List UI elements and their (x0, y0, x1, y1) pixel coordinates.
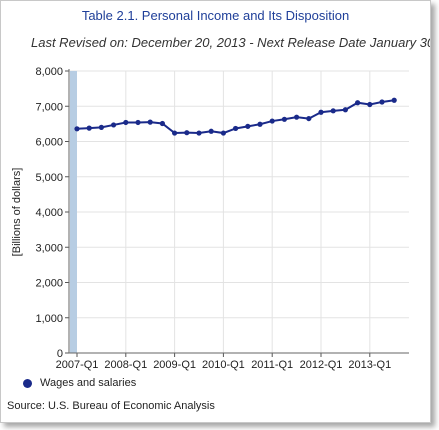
y-tick-label: 0 (57, 348, 63, 360)
data-point (379, 99, 385, 105)
y-tick-label: 3,000 (35, 242, 63, 254)
data-point (257, 121, 263, 127)
series-layer (74, 97, 397, 136)
y-tick-label: 4,000 (35, 207, 63, 219)
data-point (367, 101, 373, 108)
grid-layer (69, 70, 409, 353)
y-tick-label: 6,000 (35, 137, 63, 149)
x-tick-label: 2010-Q1 (202, 359, 245, 371)
data-point (135, 119, 141, 126)
data-point (172, 130, 178, 136)
label-layer: 0 1,000 2,000 3,000 4,000 5,000 6,000 7,000 8,00… (11, 66, 391, 371)
chart-frame: Table 2.1. Personal Income and Its Dispo… (0, 0, 431, 423)
chart-subtitle: Last Revised on: December 20, 2013 - Nex… (31, 35, 431, 50)
data-point (123, 119, 129, 126)
data-point (98, 124, 104, 130)
data-point (342, 107, 348, 113)
data-point (294, 114, 300, 120)
data-point (220, 130, 226, 136)
data-point (281, 116, 287, 122)
y-tick-label: 2,000 (35, 278, 63, 290)
data-point (184, 130, 190, 136)
data-point (147, 119, 153, 125)
line-chart: 0 1,000 2,000 3,000 4,000 5,000 6,000 7,000 8,00… (11, 66, 409, 371)
x-tick-label: 2007-Q1 (56, 359, 99, 371)
data-point (208, 128, 214, 134)
data-point (233, 125, 239, 132)
x-tick-label: 2008-Q1 (104, 359, 147, 371)
chart-title: Table 2.1. Personal Income and Its Dispo… (81, 8, 350, 23)
data-point (391, 97, 397, 103)
y-tick-label: 1,000 (35, 313, 63, 325)
y-tick-label: 5,000 (35, 172, 63, 184)
data-point (159, 120, 165, 127)
x-tick-label: 2013-Q1 (348, 359, 391, 371)
x-tick-label: 2012-Q1 (300, 359, 343, 371)
legend-label: Wages and salaries (40, 377, 137, 389)
data-point (245, 123, 251, 129)
legend[interactable]: Wages and salaries (23, 377, 136, 389)
y-tick-label: 7,000 (35, 101, 63, 113)
y-tick-label: 8,000 (35, 66, 63, 78)
highlight-band (70, 71, 77, 353)
x-tick-label: 2011-Q1 (251, 359, 293, 371)
data-point (318, 109, 324, 115)
highlight-band-layer (70, 71, 77, 353)
data-point (306, 115, 312, 122)
data-point (355, 100, 361, 106)
data-point (74, 126, 80, 132)
data-point (269, 118, 275, 124)
data-point (86, 125, 92, 131)
data-point (196, 130, 202, 136)
data-point (111, 122, 117, 128)
data-point (330, 108, 336, 114)
y-axis-label: [Billions of dollars] (11, 168, 23, 257)
x-tick-label: 2009-Q1 (153, 359, 196, 371)
source-note: Source: U.S. Bureau of Economic Analysis (7, 400, 215, 412)
legend-marker-icon (23, 378, 32, 388)
axis-layer (65, 69, 409, 357)
